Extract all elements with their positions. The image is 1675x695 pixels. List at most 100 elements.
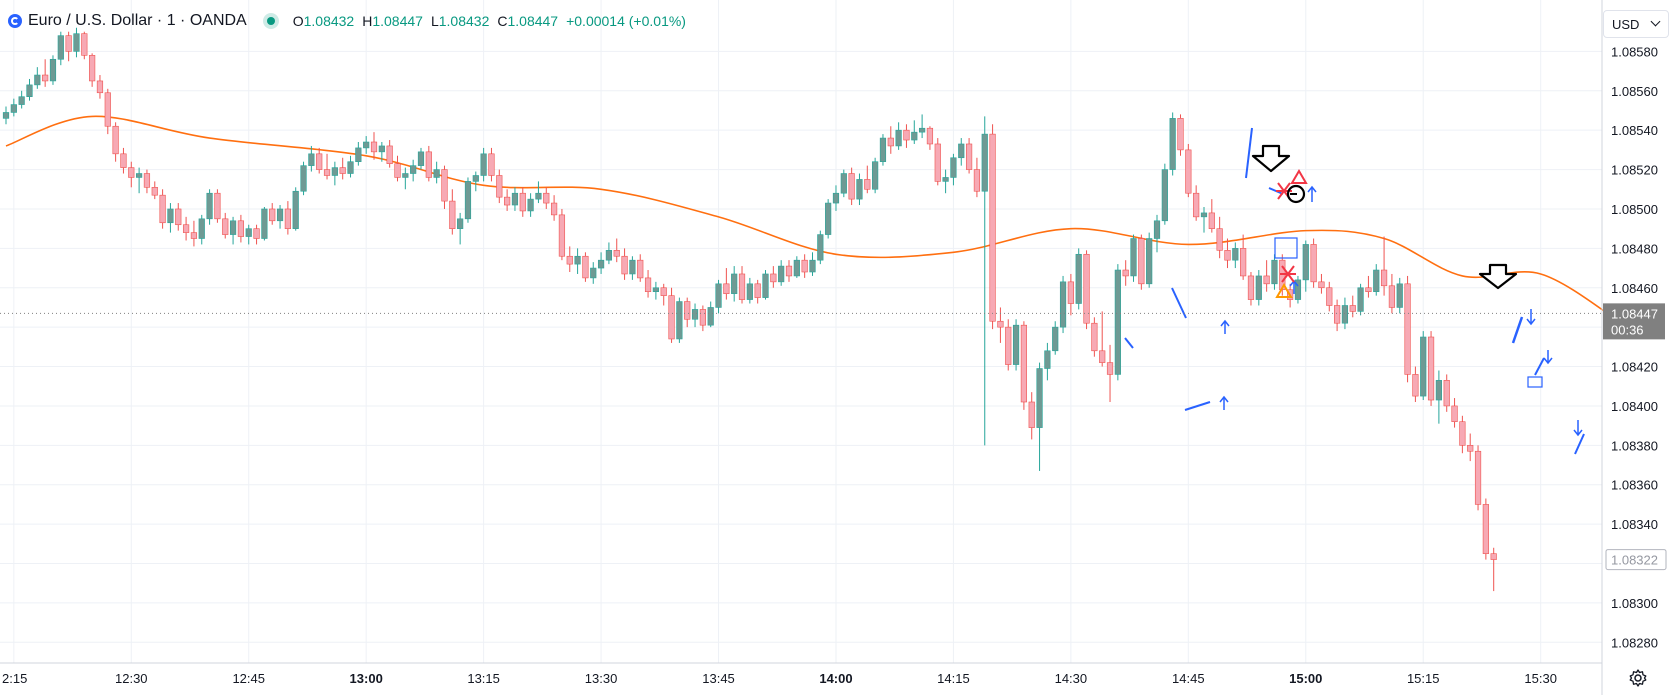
drawing-rectangle[interactable] [1527,376,1543,388]
candle [1482,498,1489,560]
time-tick-label: 14:30 [1055,671,1088,686]
candle [206,189,213,225]
drawing-trend-line[interactable] [1534,357,1545,376]
arrow-down-marker-icon[interactable] [1251,144,1291,173]
candle [707,301,714,328]
drawing-trend-line[interactable] [1171,287,1187,319]
candle [699,305,706,332]
candle [394,155,401,182]
candle [167,203,174,233]
candle-body [175,208,182,226]
candle-body [339,167,346,174]
triangle-marker-icon[interactable] [1290,169,1308,184]
candle [1036,362,1043,471]
candle-body [1138,238,1145,285]
candle-body [660,287,667,296]
candle-body [1459,421,1466,446]
candle [10,98,17,117]
candle-body [1357,287,1364,312]
circle-marker-icon[interactable] [1286,184,1306,204]
candle-body [1020,324,1027,403]
candle-body [1161,169,1168,222]
candle [308,145,315,172]
candle-body [582,255,589,279]
drawing-trend-line[interactable] [1245,127,1253,179]
time-tick-label: 12:45 [232,671,265,686]
candle [441,165,448,209]
candle [1044,342,1051,381]
candle-body [511,192,519,206]
candle-body [840,173,847,194]
price-tick-label: 1.08380 [1611,438,1658,453]
arrow-up-icon[interactable] [1219,185,1317,410]
candle [840,169,847,198]
candle-body [1106,362,1114,375]
candle-body [1122,269,1129,277]
candle [449,189,456,235]
candle [848,167,855,206]
candle-body [1271,259,1278,285]
symbol-title[interactable]: Euro / U.S. Dollar · 1 · OANDA [28,12,247,29]
drawing-trend-line[interactable] [1184,401,1211,411]
candle [1404,275,1411,383]
candle [1388,273,1396,314]
candle-body [300,165,307,192]
candle-body [879,137,887,162]
candle [1334,299,1341,332]
candle [1474,445,1482,511]
candle-body [1083,253,1090,324]
market-open-dot-icon[interactable] [262,13,279,29]
candle-body [1380,269,1388,287]
candle-body [738,273,746,300]
drawing-rectangle[interactable] [1274,237,1298,259]
candle [621,248,628,280]
candle-body [676,301,683,340]
price-tick-label: 1.08420 [1611,360,1658,375]
candle [370,132,378,160]
candle [49,55,57,85]
candle-body [1052,326,1059,352]
candle [2,106,10,125]
candle-body [817,234,824,261]
globe-icon[interactable] [8,14,22,28]
candle [1091,317,1098,357]
gear-icon[interactable] [1628,668,1648,688]
currency-dropdown[interactable]: USD [1603,10,1669,38]
candle [887,126,894,154]
candle [457,212,464,245]
drawing-annotations[interactable] [1124,127,1585,455]
candle [402,167,409,190]
candle [182,216,190,241]
candle-body [1114,269,1121,375]
ohlc-low-key: L [430,13,439,29]
triangle-marker-icon[interactable] [1275,283,1293,298]
candle [543,187,550,209]
candle [159,189,166,229]
candle [316,147,323,174]
price-tick-label: 1.08460 [1611,281,1658,296]
arrow-down-icon[interactable] [1526,309,1583,437]
candle-body [550,202,558,216]
drawing-trend-line[interactable] [1511,316,1524,344]
drawing-trend-line[interactable] [1574,433,1585,455]
candle [965,138,973,174]
time-tick-label: 14:00 [819,671,852,686]
candle-body [1435,380,1442,401]
cross-marker-icon[interactable] [1276,182,1296,283]
candle [355,142,362,166]
candle-body [1044,350,1051,369]
candle [1240,234,1247,280]
candle [738,266,746,304]
drawing-trend-line[interactable] [1124,337,1134,349]
candle-body [73,33,80,52]
arrow-down-marker-icon[interactable] [1478,263,1518,290]
candle-body [143,173,151,188]
candle [1161,163,1168,225]
candle-body [574,255,581,265]
candle-body [18,96,25,105]
candle-body [42,74,49,82]
candle-body [1169,118,1176,170]
bar-countdown: 00:36 [1611,322,1644,337]
candle-body [864,179,871,190]
